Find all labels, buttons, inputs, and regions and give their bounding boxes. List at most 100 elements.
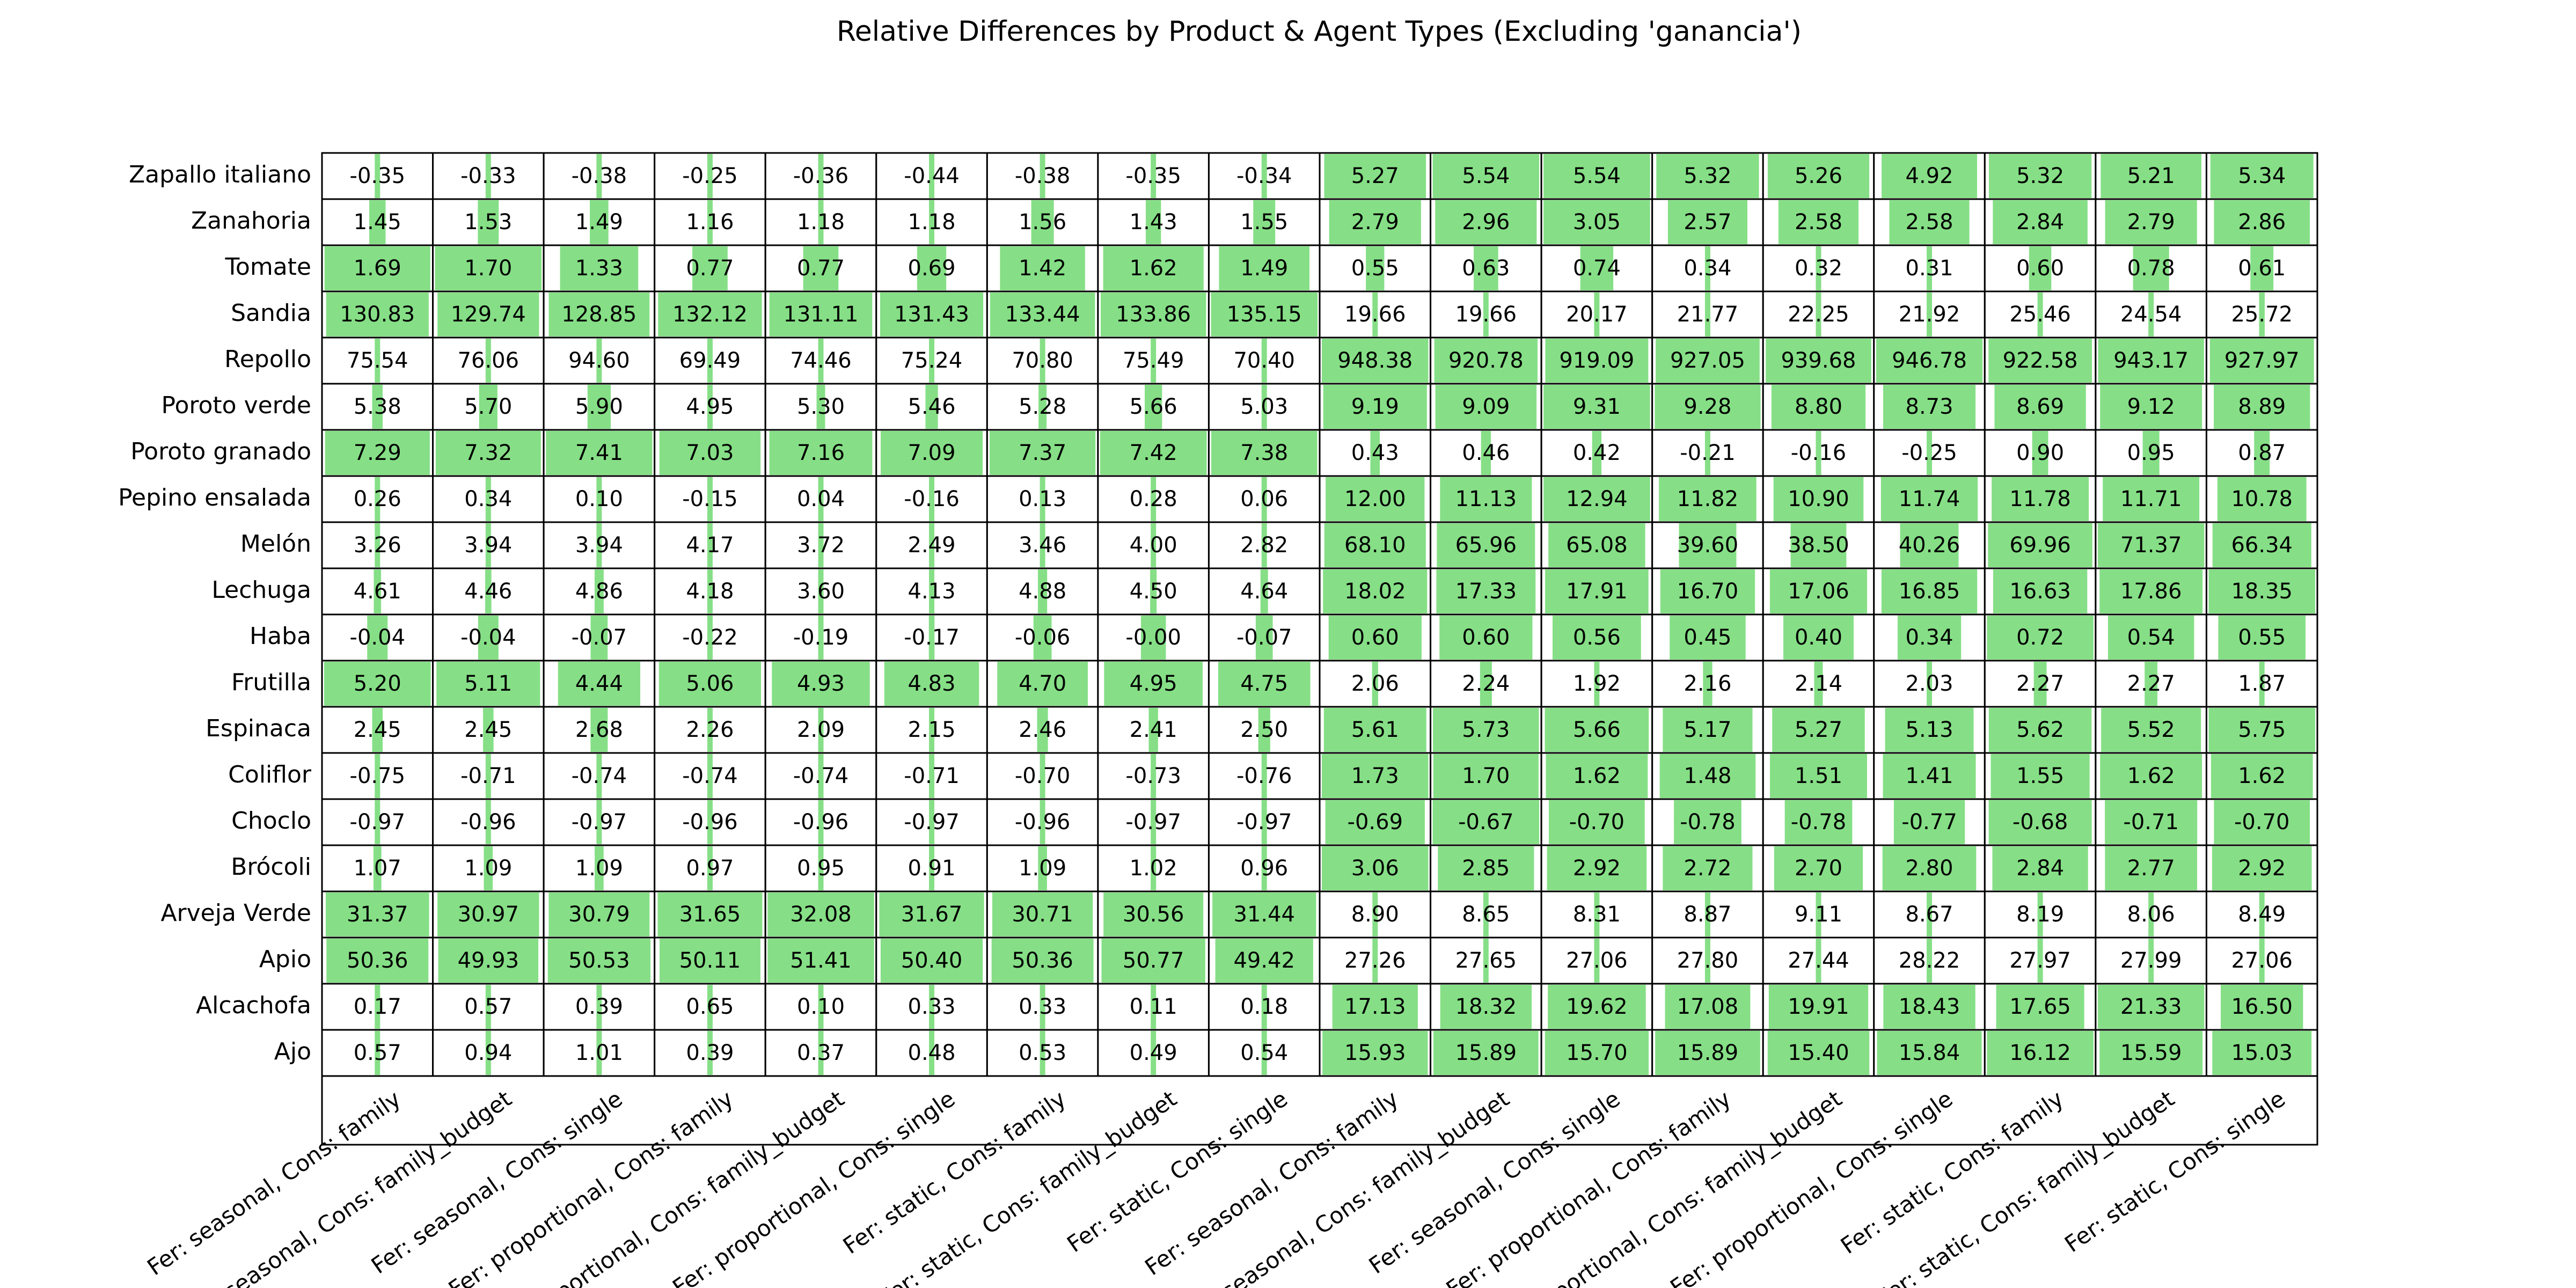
cell-bar [707, 523, 713, 567]
cell-value: 8.31 [1573, 902, 1621, 927]
cell-value: -0.96 [682, 810, 738, 835]
cell-value: 1.87 [2238, 671, 2286, 696]
cell-value: 1.70 [1462, 764, 1510, 788]
cell-value: -0.70 [1569, 810, 1625, 835]
cell-bar [1988, 154, 2092, 198]
cell-value: 94.60 [568, 348, 630, 373]
cell-value: 50.77 [1123, 948, 1184, 973]
cell-value: 17.33 [1455, 579, 1517, 604]
cell-bar [2133, 246, 2169, 290]
cell-value: -0.77 [1901, 810, 1957, 835]
cell-value: 24.54 [2120, 302, 2182, 327]
cell-value: 1.18 [797, 210, 845, 235]
cell-value: 15.03 [2231, 1041, 2293, 1065]
cell-bar [1438, 846, 1534, 890]
cell-value: 4.61 [354, 579, 401, 604]
cell-value: 4.95 [1130, 671, 1177, 696]
cell-bar [1882, 154, 1978, 198]
cell-value: 68.10 [1344, 533, 1406, 558]
cell-bar [1816, 292, 1821, 336]
cell-value: 0.95 [797, 856, 845, 881]
cell-bar [707, 477, 713, 521]
cell-value: 1.53 [464, 210, 512, 235]
cell-value: -0.06 [1015, 625, 1071, 650]
cell-bar [1103, 892, 1204, 936]
cell-bar [707, 616, 713, 660]
cell-bar [374, 569, 382, 613]
cell-value: 17.13 [1344, 994, 1406, 1019]
cell-bar [1900, 523, 1959, 567]
cell-bar [880, 939, 983, 983]
cell-bar [1883, 754, 1976, 798]
cell-bar [1773, 477, 1864, 521]
cell-value: 40.26 [1899, 533, 1960, 558]
cell-bar [596, 339, 602, 383]
cell-value: 4.86 [575, 579, 623, 604]
cell-value: 3.46 [1019, 533, 1066, 558]
cell-bar [1151, 1031, 1157, 1075]
cell-bar [707, 985, 713, 1029]
cell-value: 0.37 [797, 1041, 845, 1065]
cell-bar [1324, 154, 1426, 198]
cell-value: 11.71 [2120, 487, 2182, 511]
cell-bar [1663, 708, 1753, 752]
cell-bar [590, 200, 609, 244]
cell-value: 25.46 [2009, 302, 2071, 327]
cell-value: 0.57 [354, 1041, 401, 1065]
cell-value: 69.49 [679, 348, 741, 373]
cell-value: 1.01 [575, 1041, 623, 1065]
cell-value: 131.11 [784, 302, 859, 327]
cell-value: 50.36 [347, 948, 408, 973]
cell-bar [929, 154, 935, 198]
cell-value: -0.96 [793, 810, 849, 835]
cell-bar [1893, 800, 1965, 844]
cell-value: 2.86 [2238, 210, 2286, 235]
cell-bar [818, 708, 824, 752]
cell-value: -0.07 [1236, 625, 1292, 650]
cell-value: 20.17 [1566, 302, 1628, 327]
cell-value: 8.19 [2016, 902, 2064, 927]
cell-value: 3.94 [464, 533, 512, 558]
cell-bar [1329, 200, 1421, 244]
cell-value: 18.43 [1899, 994, 1960, 1019]
cell-value: 927.97 [2224, 348, 2300, 373]
cell-bar [707, 569, 713, 613]
cell-value: 7.42 [1130, 441, 1177, 465]
cell-value: 18.02 [1344, 579, 1406, 604]
cell-bar [548, 892, 650, 936]
cell-value: 15.89 [1677, 1041, 1739, 1065]
cell-value: 1.48 [1684, 764, 1731, 788]
cell-value: -0.97 [1236, 810, 1292, 835]
cell-bar [692, 246, 728, 290]
cell-value: 920.78 [1448, 348, 1524, 373]
cell-value: 0.33 [908, 994, 956, 1019]
cell-value: -0.97 [904, 810, 960, 835]
cell-value: 17.06 [1788, 579, 1849, 604]
cell-bar [435, 246, 542, 290]
cell-bar [324, 662, 431, 706]
cell-value: 70.40 [1233, 348, 1295, 373]
cell-bar [1667, 200, 1748, 244]
cell-value: -0.34 [1236, 164, 1292, 188]
cell-value: 0.33 [1019, 994, 1066, 1019]
cell-bar [1323, 708, 1426, 752]
cell-value: 0.48 [908, 1041, 956, 1065]
cell-bar [1543, 154, 1650, 198]
cell-bar [2145, 662, 2158, 706]
cell-value: -0.70 [1015, 764, 1071, 788]
cell-bar [1771, 385, 1866, 429]
cell-value: 0.34 [1684, 256, 1731, 281]
cell-bar [1987, 1031, 2094, 1075]
cell-bar [2107, 616, 2194, 660]
cell-value: -0.15 [682, 487, 738, 511]
cell-bar [1704, 246, 1710, 290]
cell-value: 1.62 [2238, 764, 2286, 788]
cell-value: 0.94 [464, 1041, 512, 1065]
cell-value: 39.60 [1677, 533, 1739, 558]
cell-value: 21.33 [2120, 994, 2182, 1019]
cell-bar [1033, 616, 1052, 660]
cell-value: 10.78 [2231, 487, 2293, 511]
cell-value: 2.72 [1684, 856, 1731, 881]
cell-value: 31.37 [347, 902, 408, 927]
cell-bar [1140, 616, 1166, 660]
